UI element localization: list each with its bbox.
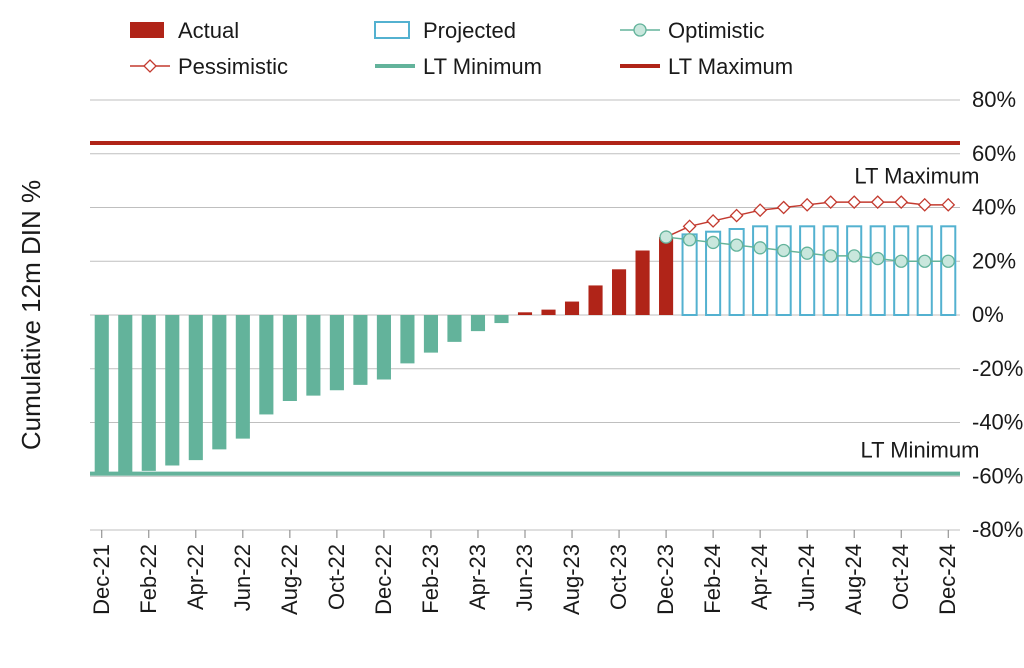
x-tick-label: Dec-23: [653, 544, 678, 615]
actual-bar: [612, 269, 626, 315]
actual-bar: [118, 315, 132, 474]
x-tick-label: Dec-24: [935, 544, 960, 615]
x-tick-label: Oct-23: [606, 544, 631, 610]
x-tick-label: Feb-24: [700, 544, 725, 614]
actual-bar: [400, 315, 414, 363]
legend-label: Projected: [423, 18, 516, 43]
chart-svg: -80% -60% -40% -20% 0% 20% 40% 60% 80% Cumulative…: [0, 0, 1024, 668]
actual-bar: [588, 285, 602, 315]
actual-bar: [518, 312, 532, 315]
actual-bar: [377, 315, 391, 380]
y-axis-title: Cumulative 12m DIN %: [16, 180, 46, 450]
y-tick-label: 20%: [972, 248, 1016, 273]
actual-bar: [95, 315, 109, 474]
annotation-label: LT Maximum: [854, 163, 979, 188]
y-tick-label: -40%: [972, 410, 1023, 435]
actual-bar: [189, 315, 203, 460]
actual-bar: [306, 315, 320, 396]
optimistic-marker: [919, 255, 931, 267]
optimistic-marker: [660, 231, 672, 243]
actual-bar: [424, 315, 438, 353]
legend-label: Optimistic: [668, 18, 765, 43]
actual-bar: [494, 315, 508, 323]
actual-bar: [471, 315, 485, 331]
legend-label: LT Maximum: [668, 54, 793, 79]
x-tick-label: Aug-24: [841, 544, 866, 615]
actual-bar: [447, 315, 461, 342]
actual-bar: [541, 310, 555, 315]
legend-label: Pessimistic: [178, 54, 288, 79]
optimistic-marker: [754, 242, 766, 254]
x-tick-label: Jun-22: [230, 544, 255, 611]
optimistic-marker: [848, 250, 860, 262]
x-tick-label: Oct-24: [888, 544, 913, 610]
x-tick-label: Apr-24: [747, 544, 772, 610]
x-tick-label: Oct-22: [324, 544, 349, 610]
optimistic-marker: [707, 236, 719, 248]
x-tick-label: Aug-23: [559, 544, 584, 615]
y-tick-label: -80%: [972, 517, 1023, 542]
chart-container: -80% -60% -40% -20% 0% 20% 40% 60% 80% Cumulative…: [0, 0, 1024, 668]
actual-bar: [142, 315, 156, 471]
x-tick-label: Jun-24: [794, 544, 819, 611]
y-tick-label: -60%: [972, 463, 1023, 488]
y-tick-label: 0%: [972, 302, 1004, 327]
legend-label: Actual: [178, 18, 239, 43]
actual-bar: [636, 251, 650, 316]
x-tick-label: Dec-22: [371, 544, 396, 615]
actual-bar: [212, 315, 226, 449]
x-tick-label: Aug-22: [277, 544, 302, 615]
actual-bar: [565, 302, 579, 315]
y-tick-label: 40%: [972, 195, 1016, 220]
actual-bar: [165, 315, 179, 466]
y-tick-label: 60%: [972, 141, 1016, 166]
optimistic-marker: [895, 255, 907, 267]
actual-bar: [259, 315, 273, 414]
x-tick-label: Feb-23: [418, 544, 443, 614]
actual-bar: [353, 315, 367, 385]
optimistic-marker: [731, 239, 743, 251]
x-tick-label: Apr-22: [183, 544, 208, 610]
actual-bar: [330, 315, 344, 390]
x-tick-label: Feb-22: [136, 544, 161, 614]
actual-bar: [283, 315, 297, 401]
x-tick-label: Apr-23: [465, 544, 490, 610]
optimistic-marker: [942, 255, 954, 267]
x-tick-label: Jun-23: [512, 544, 537, 611]
actual-bar: [659, 237, 673, 315]
optimistic-marker: [825, 250, 837, 262]
y-tick-label: 80%: [972, 87, 1016, 112]
optimistic-marker: [684, 234, 696, 246]
x-tick-label: Dec-21: [89, 544, 114, 615]
optimistic-marker: [872, 253, 884, 265]
optimistic-marker: [778, 245, 790, 257]
actual-bar: [236, 315, 250, 439]
optimistic-marker: [801, 247, 813, 259]
y-tick-label: -20%: [972, 356, 1023, 381]
annotation-label: LT Minimum: [860, 437, 979, 462]
legend-label: LT Minimum: [423, 54, 542, 79]
